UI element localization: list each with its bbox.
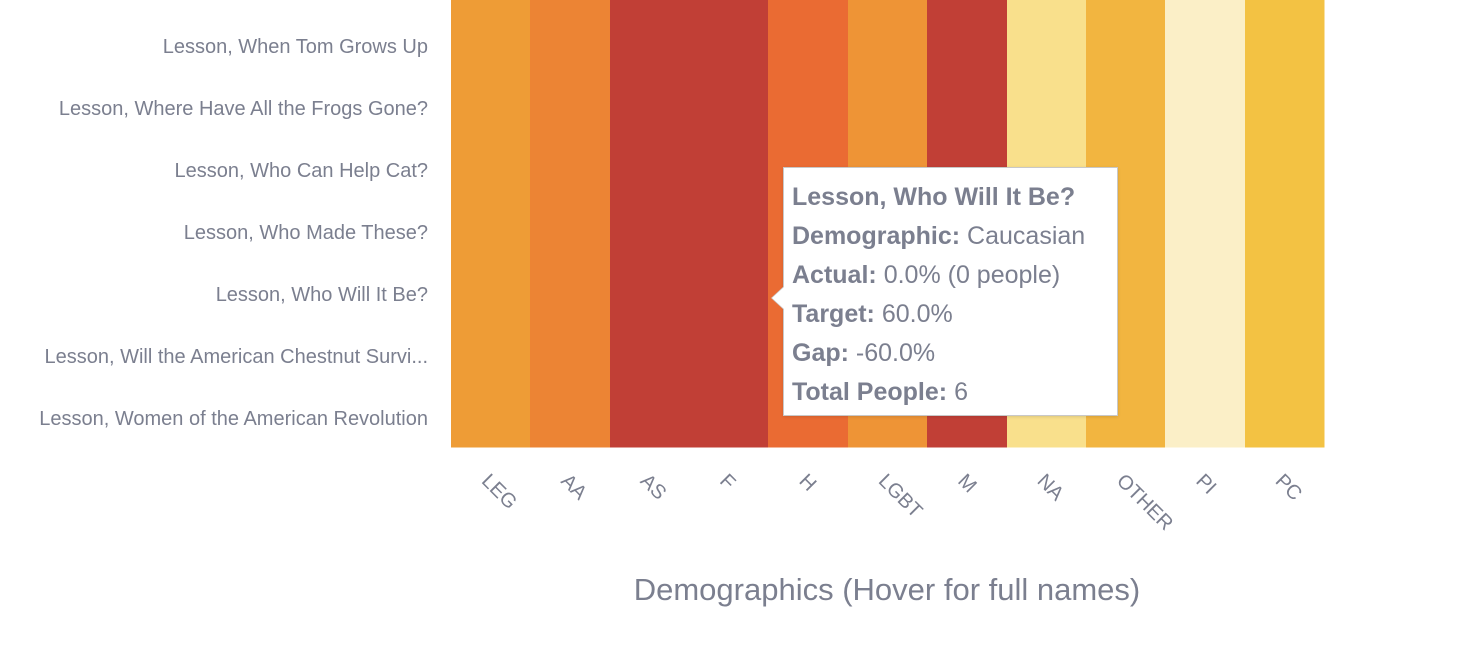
heatmap-cell[interactable] <box>1245 0 1325 16</box>
heatmap-cell[interactable] <box>530 15 611 78</box>
heatmap-cell[interactable] <box>1086 0 1166 16</box>
column-label: NA <box>1033 470 1069 506</box>
heatmap-cell[interactable] <box>451 15 531 78</box>
row-label: Lesson, Where Have All the Frogs Gone? <box>59 98 428 120</box>
heatmap-cell[interactable] <box>530 0 611 16</box>
heatmap-cell[interactable] <box>451 263 531 326</box>
column-label: LGBT <box>874 470 927 523</box>
heatmap-cell[interactable] <box>1007 0 1087 16</box>
heatmap-cell[interactable] <box>927 77 1008 140</box>
heatmap-cell[interactable] <box>451 139 531 202</box>
column-label: H <box>795 470 821 496</box>
heatmap-cell[interactable] <box>689 387 769 448</box>
heatmap-cell[interactable] <box>1245 387 1325 448</box>
tooltip-demographic: Demographic: Caucasian <box>792 222 1086 250</box>
heatmap-cell[interactable] <box>530 139 611 202</box>
heatmap-cell[interactable] <box>689 15 769 78</box>
heatmap-cell[interactable] <box>1245 15 1325 78</box>
column-label: PI <box>1191 470 1220 499</box>
heatmap-cell[interactable] <box>610 0 690 16</box>
heatmap-cell[interactable] <box>1165 15 1246 78</box>
heatmap-cell[interactable] <box>610 77 690 140</box>
tooltip-total-people: Total People: 6 <box>792 378 968 406</box>
heatmap-cell[interactable] <box>927 0 1008 16</box>
heatmap-cell[interactable] <box>848 77 928 140</box>
heatmap-cell[interactable] <box>610 139 690 202</box>
heatmap-cell[interactable] <box>1165 0 1246 16</box>
heatmap-cell[interactable] <box>610 15 690 78</box>
heatmap-cell[interactable] <box>689 139 769 202</box>
heatmap-cell[interactable] <box>848 0 928 16</box>
heatmap-cell[interactable] <box>610 263 690 326</box>
heatmap-cell[interactable] <box>530 77 611 140</box>
heatmap-cell[interactable] <box>689 0 769 16</box>
heatmap-cell[interactable] <box>451 387 531 448</box>
heatmap-cell[interactable] <box>451 325 531 388</box>
column-labels: LEG AA AS F H LGBT M NA OTHER PI PC <box>477 470 1306 535</box>
heatmap-cell[interactable] <box>530 201 611 264</box>
heatmap-cell[interactable] <box>927 15 1008 78</box>
row-label: Lesson, Who Will It Be? <box>216 284 428 306</box>
heatmap-cell[interactable] <box>530 325 611 388</box>
heatmap-cell[interactable] <box>1245 139 1325 202</box>
heatmap-cell[interactable] <box>689 263 769 326</box>
heatmap-cell[interactable] <box>1165 325 1246 388</box>
heatmap-cell[interactable] <box>848 15 928 78</box>
heatmap-cell[interactable] <box>1245 325 1325 388</box>
heatmap-cell[interactable] <box>1245 201 1325 264</box>
heatmap-cell[interactable] <box>768 77 849 140</box>
x-axis-title: Demographics (Hover for full names) <box>634 572 1141 607</box>
heatmap-cell[interactable] <box>689 77 769 140</box>
heatmap-cell[interactable] <box>610 387 690 448</box>
heatmap-cell[interactable] <box>1165 139 1246 202</box>
tooltip-title: Lesson, Who Will It Be? <box>792 183 1076 211</box>
heatmap-cell[interactable] <box>1007 15 1087 78</box>
column-label: OTHER <box>1112 470 1177 535</box>
heatmap-cell[interactable] <box>610 201 690 264</box>
column-label: F <box>715 470 739 494</box>
tooltip-actual: Actual: 0.0% (0 people) <box>792 261 1061 289</box>
heatmap-cell[interactable] <box>1165 77 1246 140</box>
column-label: AA <box>557 470 592 505</box>
heatmap-cell[interactable] <box>451 0 531 16</box>
heatmap-cell[interactable] <box>1245 77 1325 140</box>
row-label: Lesson, Will the American Chestnut Survi… <box>45 346 429 368</box>
heatmap-cell[interactable] <box>1165 201 1246 264</box>
tooltip-target: Target: 60.0% <box>792 300 953 328</box>
heatmap-cell[interactable] <box>610 325 690 388</box>
heatmap-cell[interactable] <box>1007 77 1087 140</box>
heatmap-cell[interactable] <box>689 325 769 388</box>
heatmap-cell[interactable] <box>1245 263 1325 326</box>
heatmap-cell[interactable] <box>451 201 531 264</box>
tooltip-gap: Gap: -60.0% <box>792 339 936 367</box>
row-labels: Lesson, When Tom Grows Up Lesson, Where H… <box>39 36 428 430</box>
row-label: Lesson, When Tom Grows Up <box>163 36 428 58</box>
heatmap-cell[interactable] <box>768 0 849 16</box>
column-label: LEG <box>477 470 521 514</box>
heatmap-cell[interactable] <box>451 77 531 140</box>
row-label: Lesson, Women of the American Revolution <box>39 408 428 430</box>
heatmap-cell[interactable] <box>1086 15 1166 78</box>
column-label: AS <box>636 470 670 504</box>
heatmap-cell[interactable] <box>530 263 611 326</box>
column-label: PC <box>1271 470 1306 505</box>
row-label: Lesson, Who Made These? <box>184 222 428 244</box>
heatmap-cell[interactable] <box>1165 387 1246 448</box>
heatmap-cell[interactable] <box>689 201 769 264</box>
heatmap-cell[interactable] <box>530 387 611 448</box>
column-label: M <box>953 470 980 497</box>
hover-tooltip: Lesson, Who Will It Be? Demographic: Cau… <box>771 167 1118 416</box>
heatmap-cell[interactable] <box>1165 263 1246 326</box>
heatmap-cell[interactable] <box>1086 77 1166 140</box>
heatmap-cell[interactable] <box>768 15 849 78</box>
row-label: Lesson, Who Can Help Cat? <box>175 160 428 182</box>
